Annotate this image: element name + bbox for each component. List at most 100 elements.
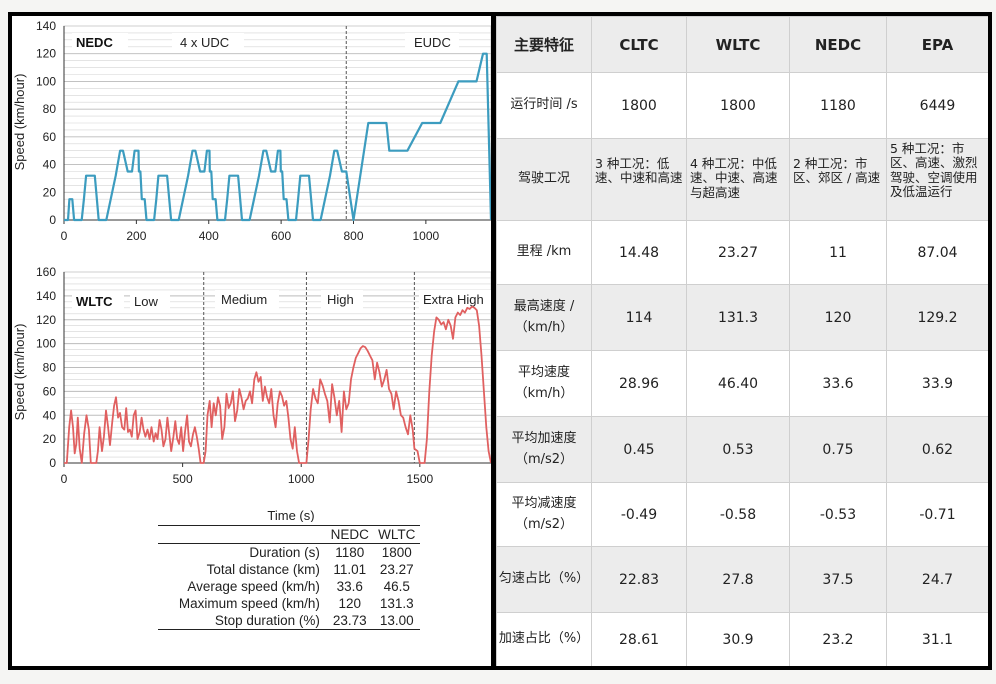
wltc-phase-label-extra-high: Extra High — [423, 292, 484, 307]
table-row: Average speed (km/h) 33.6 46.5 — [158, 578, 420, 595]
epa-value: 33.9 — [886, 350, 988, 417]
wltc-labels: WLTC Low Medium High Extra High — [72, 290, 491, 312]
table-row: Maximum speed (km/h) 120 131.3 — [158, 595, 420, 612]
nedc-y-tick-labels: 0 20 40 60 80 100 120 140 — [36, 19, 56, 227]
header-cltc: CLTC — [591, 16, 687, 73]
wltc-name-bg — [72, 292, 124, 312]
nedc-name-label: NEDC — [76, 35, 113, 50]
nedc-labels: NEDC 4 x UDC EUDC — [72, 33, 459, 53]
wltc-value: 0.53 — [686, 416, 790, 483]
wltc-phase-label-low: Low — [134, 294, 158, 309]
x-tick-label: 600 — [271, 229, 291, 243]
x-tick-label: 400 — [199, 229, 219, 243]
row-label: 平均减速度（m/s2） — [496, 482, 592, 547]
wltc-x-tick-labels: 0 500 1000 1500 — [61, 463, 434, 486]
nedc-x-tick-labels: 0 200 400 600 800 1000 — [61, 220, 440, 243]
table-row: Total distance (km) 11.01 23.27 — [158, 561, 420, 578]
header-main-features: 主要特征 — [496, 16, 592, 73]
cltc-value: -0.49 — [591, 482, 687, 547]
cycle-comparison-table: 主要特征 CLTC WLTC NEDC EPA 运行时间 /s 1800 180… — [496, 16, 988, 666]
y-tick-label: 120 — [36, 47, 56, 61]
x-tick-label: 1000 — [413, 229, 440, 243]
stats-row-label: Maximum speed (km/h) — [178, 596, 320, 611]
stats-nedc-value: 120 — [338, 596, 361, 611]
x-tick-label: 500 — [173, 472, 193, 486]
stats-nedc-value: 23.73 — [332, 613, 367, 628]
header-wltc: WLTC — [686, 16, 790, 73]
wltc-phase-bg-extra-high — [419, 290, 491, 310]
stats-nedc-value: 33.6 — [336, 579, 363, 594]
table-row: 运行时间 /s 1800 1800 1180 6449 — [496, 72, 988, 139]
wltc-speed-chart: 0 20 40 60 80 100 120 140 160 0 500 1000 1500 WLTC … — [12, 265, 491, 522]
epa-value: 87.04 — [886, 220, 988, 285]
cycle-stats-table: NEDC WLTC Duration (s) 1180 1800 Total d… — [158, 525, 420, 630]
nedc-speed-chart: 0 20 40 60 80 100 120 140 0 200 400 600 800 1000 NED… — [12, 19, 491, 243]
cltc-value: 28.96 — [591, 350, 687, 417]
stats-wltc-value: 13.00 — [379, 613, 414, 628]
table-row: 匀速占比（%） 22.83 27.8 37.5 24.7 — [496, 546, 988, 613]
table-row: 驾驶工况 3 种工况：低速、中速和高速 4 种工况：中低速、中速、高速与超高速 … — [496, 138, 988, 221]
nedc-value: 37.5 — [789, 546, 887, 613]
epa-value: 6449 — [886, 72, 988, 139]
stats-wltc-value: 1800 — [381, 545, 412, 560]
wltc-x-axis-label: Time (s) — [267, 508, 314, 522]
wltc-value: 27.8 — [686, 546, 790, 613]
table-row: 平均减速度（m/s2） -0.49 -0.58 -0.53 -0.71 — [496, 482, 988, 547]
row-label: 平均加速度（m/s2） — [496, 416, 592, 483]
epa-value: 5 种工况：市区、高速、激烈驾驶、空调使用及低温运行 — [886, 138, 988, 221]
cycle-comparison-panel: 主要特征 CLTC WLTC NEDC EPA 运行时间 /s 1800 180… — [496, 16, 988, 666]
stats-nedc-value: 11.01 — [333, 562, 367, 577]
nedc-value: 33.6 — [789, 350, 887, 417]
y-tick-label: 40 — [43, 408, 57, 422]
epa-value: 129.2 — [886, 284, 988, 351]
wltc-phase-label-high: High — [327, 292, 354, 307]
nedc-name-bg — [72, 33, 128, 53]
wltc-value: 4 种工况：中低速、中速、高速与超高速 — [686, 138, 790, 221]
nedc-phase-bg-2 — [405, 33, 459, 53]
nedc-phase-label-eudc: EUDC — [414, 35, 451, 50]
y-tick-label: 160 — [36, 265, 56, 279]
table-row: 加速占比（%） 28.61 30.9 23.2 31.1 — [496, 612, 988, 666]
nedc-phase-label-udc: 4 x UDC — [180, 35, 229, 50]
epa-value: 0.62 — [886, 416, 988, 483]
x-tick-label: 800 — [343, 229, 363, 243]
x-tick-label: 0 — [61, 472, 68, 486]
cltc-value: 22.83 — [591, 546, 687, 613]
nedc-value: 120 — [789, 284, 887, 351]
wltc-value: 46.40 — [686, 350, 790, 417]
wltc-phase-bg-low — [130, 292, 170, 312]
cltc-value: 1800 — [591, 72, 687, 139]
y-tick-label: 140 — [36, 289, 56, 303]
table-row: 里程 /km 14.48 23.27 11 87.04 — [496, 220, 988, 285]
nedc-y-axis-label: Speed (km/hour) — [12, 74, 27, 171]
cltc-value: 14.48 — [591, 220, 687, 285]
header-epa: EPA — [886, 16, 988, 73]
drive-cycle-charts-panel: 0 20 40 60 80 100 120 140 0 200 400 600 800 1000 NED… — [12, 16, 491, 666]
y-tick-label: 0 — [49, 213, 56, 227]
stats-row-label: Stop duration (%) — [214, 613, 320, 628]
y-tick-label: 40 — [43, 158, 57, 172]
y-tick-label: 20 — [43, 185, 57, 199]
y-tick-label: 0 — [49, 456, 56, 470]
y-tick-label: 60 — [43, 130, 57, 144]
stats-row-label: Total distance (km) — [206, 562, 320, 577]
nedc-value: 0.75 — [789, 416, 887, 483]
comparison-header-row: 主要特征 CLTC WLTC NEDC EPA — [496, 16, 988, 73]
wltc-value: 131.3 — [686, 284, 790, 351]
wltc-name-label: WLTC — [76, 294, 113, 309]
wltc-y-axis-label: Speed (km/hour) — [12, 324, 27, 421]
header-nedc: NEDC — [789, 16, 887, 73]
stats-wltc-value: 23.27 — [379, 562, 414, 577]
y-tick-label: 20 — [43, 432, 57, 446]
wltc-phase-label-medium: Medium — [221, 292, 267, 307]
y-tick-label: 60 — [43, 384, 57, 398]
cltc-value: 114 — [591, 284, 687, 351]
stats-header-row: NEDC WLTC — [158, 525, 420, 544]
table-row: 平均加速度（m/s2） 0.45 0.53 0.75 0.62 — [496, 416, 988, 483]
cltc-value: 0.45 — [591, 416, 687, 483]
row-label: 匀速占比（%） — [496, 546, 592, 613]
cltc-value: 28.61 — [591, 612, 687, 666]
y-tick-label: 100 — [36, 74, 56, 88]
wltc-value: 23.27 — [686, 220, 790, 285]
nedc-phase-bg-1 — [172, 33, 244, 53]
